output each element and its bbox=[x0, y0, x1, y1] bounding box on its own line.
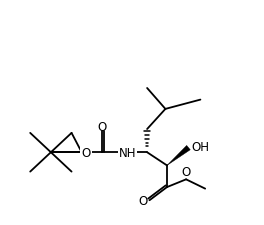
Text: O: O bbox=[139, 194, 148, 207]
Polygon shape bbox=[167, 146, 190, 166]
Text: O: O bbox=[81, 146, 91, 159]
Text: O: O bbox=[97, 121, 106, 133]
Text: NH: NH bbox=[119, 146, 136, 159]
Text: O: O bbox=[81, 146, 91, 159]
Text: OH: OH bbox=[191, 140, 209, 153]
Text: O: O bbox=[181, 165, 191, 178]
